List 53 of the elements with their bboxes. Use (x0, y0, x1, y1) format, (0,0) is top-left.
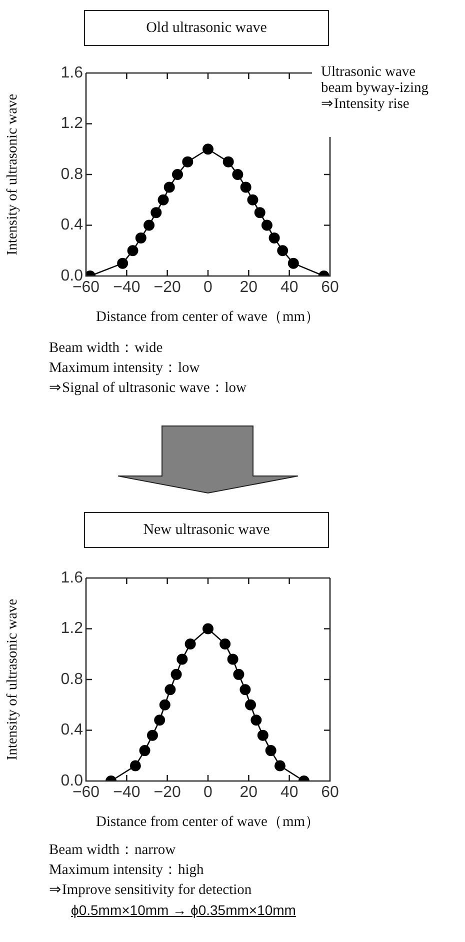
point (146, 730, 158, 741)
point (227, 654, 238, 665)
point (220, 638, 231, 650)
y-tick-label: 0.8 (60, 670, 84, 688)
x-tick-label: 20 (240, 784, 258, 802)
x-tick-label: −40 (113, 784, 140, 802)
point (240, 684, 251, 696)
y-tick-label: 0.8 (60, 166, 84, 183)
point (202, 623, 214, 634)
x-tick-label: −40 (113, 279, 140, 296)
x-tick-label: 60 (321, 279, 339, 296)
point (130, 760, 141, 772)
text: Beam width：narrow (49, 841, 177, 860)
text: Beam width：wide (49, 339, 164, 358)
text: ⇒Improve sensitivity for detection (49, 881, 253, 900)
x-tick-label: −20 (154, 784, 182, 802)
point (184, 638, 196, 650)
point (176, 654, 188, 665)
point (170, 668, 182, 680)
point (139, 745, 150, 756)
x-axis-title: Distance from center of wave（mm） (96, 814, 320, 830)
y-tick-label: 0.4 (60, 722, 84, 739)
x-tick-label: −20 (154, 279, 182, 296)
x-tick-label: 40 (280, 279, 298, 296)
point (164, 684, 176, 696)
y-tick-label: 1.6 (60, 64, 84, 82)
annotation: Ultrasonic wave beam byway-izing ⇒Intensity rise (321, 64, 429, 112)
y-tick-label: 1.2 (60, 620, 84, 638)
chart-title: Old ultrasonic wave (84, 10, 329, 46)
x-tick-label: 0 (204, 279, 213, 296)
y-axis-title: Intensity of ultrasonic wave (4, 598, 21, 760)
text: Maximum intensity：high (49, 861, 205, 880)
x-tick-label: 0 (204, 784, 213, 802)
point (265, 745, 276, 756)
point (257, 730, 268, 741)
x-tick-label: 20 (240, 279, 258, 296)
y-axis-title: Intensity of ultrasonic wave (4, 94, 21, 256)
point (274, 760, 286, 772)
x-tick-label: 40 (280, 784, 298, 802)
point (250, 714, 262, 726)
text: Maximum intensity：low (49, 359, 201, 378)
chart-title: New ultrasonic wave (84, 512, 329, 548)
text: ϕ0.5mm×10mm → ϕ0.35mm×10mm (71, 901, 296, 920)
y-tick-label: 1.6 (60, 569, 84, 586)
point (244, 699, 256, 710)
x-axis-title: Distance from center of wave（mm） (96, 309, 320, 326)
x-tick-label: 60 (321, 784, 339, 802)
y-tick-label: 1.2 (60, 115, 84, 132)
text: ⇒Signal of ultrasonic wave：low (49, 379, 247, 398)
point (154, 714, 166, 726)
y-tick-label: 0.4 (60, 216, 84, 234)
point (159, 699, 170, 710)
point (233, 668, 244, 680)
